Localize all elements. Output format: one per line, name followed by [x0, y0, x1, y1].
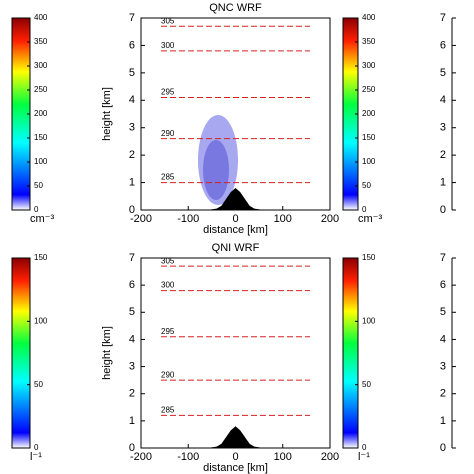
- colorbar-tick-label: 400: [362, 13, 376, 22]
- y-tick-label: 1: [440, 415, 446, 427]
- y-tick-label: 5: [129, 306, 135, 318]
- x-tick-label: 0: [232, 213, 238, 225]
- x-tick-label: 100: [274, 451, 292, 463]
- colorbar-tick-label: 150: [362, 133, 376, 142]
- isentrope-label: 305: [161, 256, 175, 265]
- y-tick-label: 4: [440, 94, 446, 106]
- y-tick-label: 1: [129, 176, 135, 188]
- y-tick-label: 4: [129, 333, 135, 345]
- y-tick-label: 3: [129, 122, 135, 134]
- isentrope-label: 300: [161, 41, 175, 50]
- y-tick-label: 0: [440, 204, 446, 216]
- colorbar-tick-label: 50: [34, 181, 43, 190]
- isentrope-label: 290: [161, 129, 175, 138]
- colorbar-tick-label: 50: [34, 380, 43, 389]
- y-tick-label: 1: [440, 176, 446, 188]
- y-tick-label: 3: [440, 360, 446, 372]
- y-tick-label: 1: [129, 415, 135, 427]
- y-tick-label: 2: [129, 388, 135, 400]
- y-tick-label: 0: [129, 204, 135, 216]
- colorbar-tick-label: 250: [34, 85, 48, 94]
- colorbar-unit: l⁻¹: [358, 451, 370, 463]
- colorbar-unit: cm⁻³: [358, 213, 382, 225]
- x-tick-label: 100: [274, 213, 292, 225]
- colorbar-tick-label: 100: [34, 157, 48, 166]
- y-tick-label: 4: [129, 94, 135, 106]
- colorbar-tick-label: 0: [362, 205, 367, 214]
- y-tick-label: 2: [440, 388, 446, 400]
- colorbar-tick-label: 0: [34, 443, 39, 452]
- colorbar-tick-label: 400: [34, 13, 48, 22]
- x-tick-label: 200: [321, 451, 339, 463]
- colorbar-tick-label: 0: [34, 205, 39, 214]
- y-tick-label: 3: [440, 122, 446, 134]
- isentrope-label: 285: [161, 406, 175, 415]
- y-tick-label: 7: [129, 12, 135, 24]
- colorbar-tick-label: 300: [362, 61, 376, 70]
- isentrope-label: 305: [161, 16, 175, 25]
- colorbar-tick-label: 350: [362, 37, 376, 46]
- y-tick-label: 6: [440, 279, 446, 291]
- y-tick-label: 7: [440, 252, 446, 264]
- y-tick-label: 2: [129, 149, 135, 161]
- colorbar-tick-label: 300: [34, 61, 48, 70]
- colorbar-tick-label: 0: [362, 443, 367, 452]
- cloud-inner: [203, 140, 229, 200]
- colorbar-unit: cm⁻³: [30, 213, 54, 225]
- colorbar-tick-label: 200: [362, 109, 376, 118]
- y-tick-label: 6: [129, 39, 135, 51]
- y-tick-label: 7: [129, 252, 135, 264]
- colorbar: [11, 257, 31, 449]
- y-axis-label: height [km]: [101, 326, 113, 380]
- isentrope-label: 285: [161, 173, 175, 182]
- isentrope-label: 295: [161, 88, 175, 97]
- terrain: [207, 426, 264, 448]
- colorbar-tick-label: 250: [362, 85, 376, 94]
- colorbar-tick-label: 50: [362, 380, 371, 389]
- colorbar: [342, 257, 359, 449]
- x-tick-label: -100: [177, 451, 199, 463]
- y-tick-label: 5: [440, 67, 446, 79]
- y-tick-label: 2: [440, 149, 446, 161]
- colorbar-tick-label: 150: [362, 253, 376, 262]
- y-axis-label: height [km]: [101, 87, 113, 141]
- isentrope-label: 295: [161, 327, 175, 336]
- y-tick-label: 7: [440, 12, 446, 24]
- colorbar-tick-label: 100: [362, 157, 376, 166]
- y-tick-label: 6: [129, 279, 135, 291]
- x-tick-label: -200: [130, 213, 152, 225]
- chart-title: QNC WRF: [209, 2, 262, 14]
- x-tick-label: -200: [130, 451, 152, 463]
- isentrope-label: 290: [161, 370, 175, 379]
- x-tick-label: 200: [321, 213, 339, 225]
- colorbar-tick-label: 100: [34, 316, 48, 325]
- colorbar-tick-label: 350: [34, 37, 48, 46]
- x-tick-label: -100: [177, 213, 199, 225]
- y-tick-label: 0: [129, 442, 135, 454]
- chart-title: QNI WRF: [212, 242, 260, 254]
- colorbar-tick-label: 100: [362, 316, 376, 325]
- colorbar-unit: l⁻¹: [30, 451, 42, 463]
- y-tick-label: 3: [129, 360, 135, 372]
- x-axis-label: distance [km]: [203, 462, 268, 474]
- colorbar-tick-label: 150: [34, 253, 48, 262]
- y-tick-label: 5: [440, 306, 446, 318]
- y-tick-label: 0: [440, 442, 446, 454]
- y-tick-label: 4: [440, 333, 446, 345]
- y-tick-label: 5: [129, 67, 135, 79]
- x-tick-label: 0: [232, 451, 238, 463]
- terrain: [207, 188, 264, 210]
- x-axis-label: distance [km]: [203, 224, 268, 236]
- colorbar-tick-label: 200: [34, 109, 48, 118]
- isentrope-label: 300: [161, 281, 175, 290]
- y-tick-label: 6: [440, 39, 446, 51]
- colorbar-tick-label: 50: [362, 181, 371, 190]
- colorbar-tick-label: 150: [34, 133, 48, 142]
